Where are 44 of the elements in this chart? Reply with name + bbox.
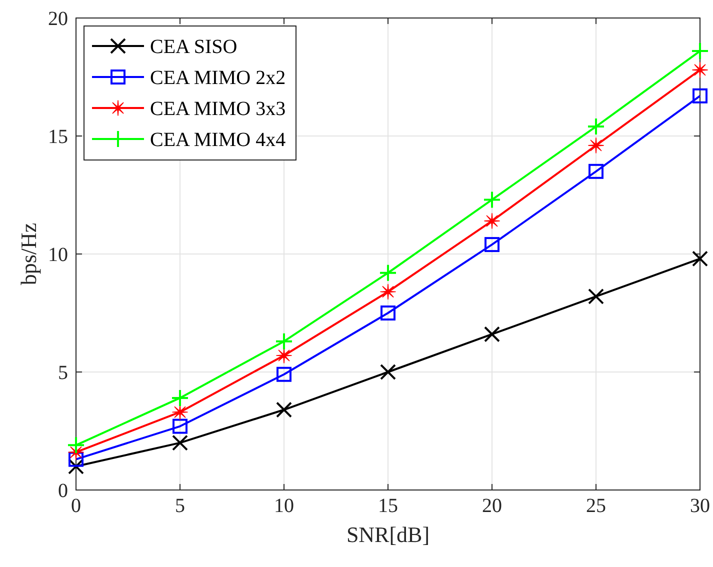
point [692, 62, 708, 78]
legend-label: CEA MIMO 4x4 [150, 129, 286, 151]
point [171, 388, 189, 407]
point [588, 138, 604, 154]
point [68, 458, 84, 474]
point [484, 213, 500, 229]
x-tick-label: 20 [482, 495, 502, 517]
point [587, 118, 605, 136]
y-tick-label: 5 [58, 362, 68, 384]
legend-label: CEA MIMO 2x2 [150, 67, 286, 89]
point [588, 164, 604, 179]
x-tick-label: 10 [274, 495, 294, 517]
point [276, 402, 292, 418]
y-tick-label: 0 [58, 480, 68, 502]
point [484, 326, 500, 342]
point [276, 348, 292, 364]
legend-label: CEA MIMO 3x3 [150, 98, 286, 120]
point [275, 332, 293, 350]
point [172, 418, 188, 434]
y-axis-title: bps/Hz [16, 222, 41, 286]
point [172, 434, 188, 451]
point [692, 88, 708, 104]
x-tick-label: 15 [378, 495, 398, 517]
x-tick-label: 5 [175, 495, 185, 517]
point [68, 452, 84, 467]
legend-label: CEA SISO [150, 36, 238, 58]
point [483, 190, 501, 209]
point [692, 250, 708, 267]
point [380, 284, 396, 300]
point [380, 364, 396, 380]
y-tick-label: 10 [48, 244, 68, 266]
y-tick-label: 15 [48, 126, 68, 148]
point [379, 264, 397, 282]
point [172, 404, 188, 420]
x-axis-title: SNR[dB] [346, 522, 430, 547]
y-tick-label: 20 [48, 8, 68, 30]
point [691, 42, 709, 60]
point [380, 306, 396, 320]
point [484, 237, 500, 252]
x-tick-label: 25 [586, 495, 606, 517]
point [276, 366, 292, 382]
point [67, 436, 85, 454]
point [588, 288, 604, 304]
x-tick-label: 30 [690, 495, 710, 517]
